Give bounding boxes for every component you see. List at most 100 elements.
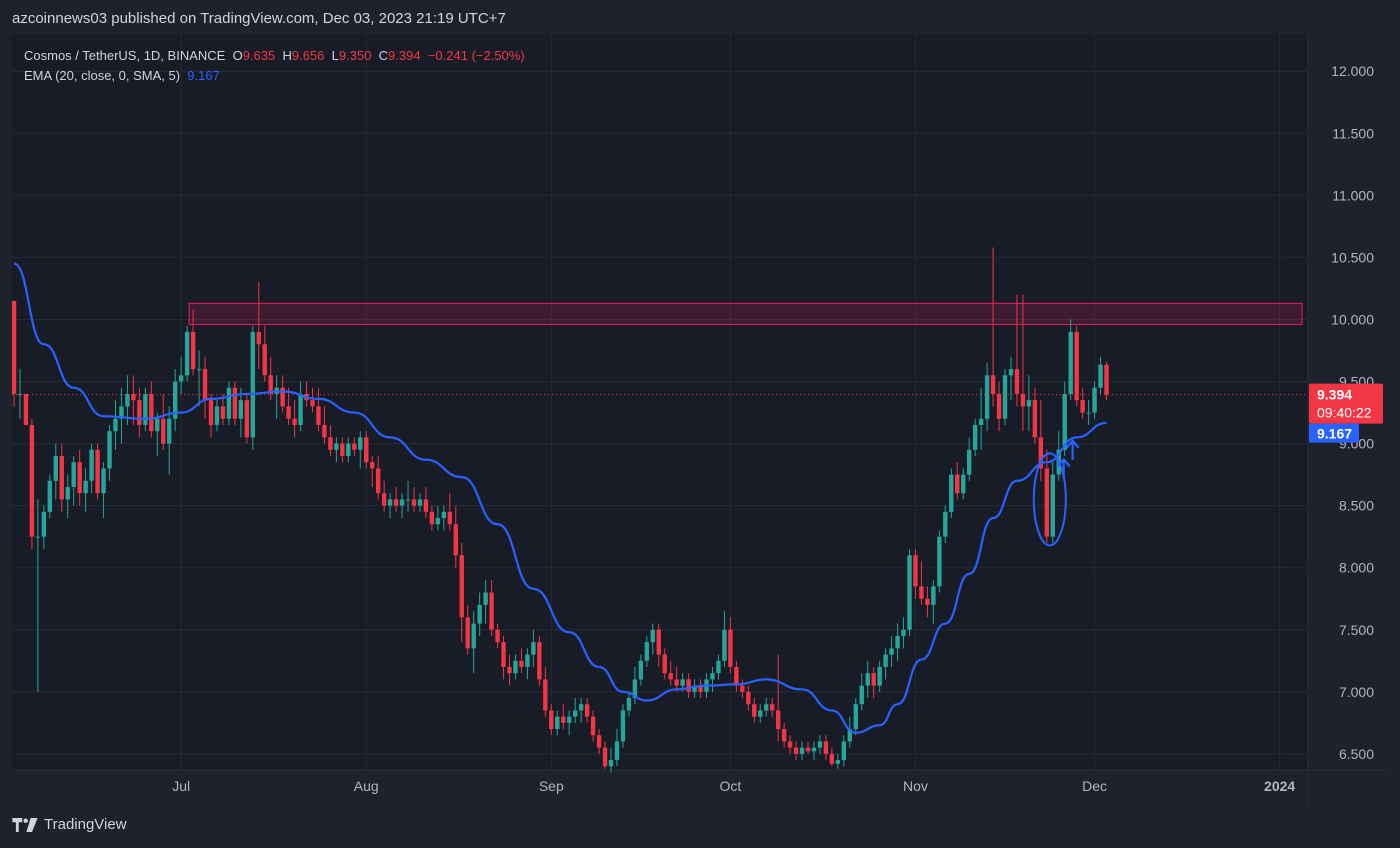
candle (602, 741, 608, 769)
time-tick-label: Aug (354, 778, 379, 794)
candle (23, 393, 29, 425)
candle-body (907, 555, 912, 630)
candle (567, 710, 572, 736)
candle-body (859, 685, 864, 705)
candle (883, 648, 888, 680)
candle (537, 635, 542, 686)
candle (955, 462, 960, 500)
candle-body (220, 406, 226, 419)
candle-body (125, 393, 130, 407)
candle (901, 617, 906, 649)
candle (41, 505, 47, 550)
candle (292, 400, 297, 438)
candle-body (107, 431, 112, 469)
candle-body (364, 437, 369, 463)
candle-body (519, 660, 524, 667)
candles (12, 247, 1308, 773)
candle (77, 449, 82, 506)
candle (262, 325, 267, 382)
legend-c-label: C (378, 48, 389, 63)
price-tick-label: 11.000 (1332, 187, 1374, 203)
candle-body (722, 629, 727, 661)
candle (961, 468, 966, 500)
candle (925, 586, 930, 618)
candle (513, 654, 518, 680)
footer-brand[interactable]: TradingView (12, 816, 127, 833)
candle-body (537, 642, 542, 680)
candle-body (590, 716, 596, 736)
candle-body (453, 524, 458, 556)
candle (793, 741, 799, 761)
price-badges: 9.394 09:40:22 9.167 (1309, 383, 1383, 443)
candle (465, 604, 470, 655)
price-tick-label: 6.500 (1339, 746, 1374, 762)
candle-body (226, 387, 232, 419)
candle (752, 698, 757, 723)
candle-body (477, 604, 482, 624)
price-tick-label: 7.000 (1339, 684, 1374, 700)
candle-body (53, 455, 58, 481)
candle (543, 666, 548, 717)
arrow-head (1065, 439, 1080, 449)
candle-body (835, 760, 841, 764)
time-tick-label: Nov (903, 778, 928, 794)
price-tick-label: 12.000 (1331, 63, 1374, 79)
candle (710, 666, 715, 692)
candle (244, 393, 250, 444)
price-tick-label: 8.500 (1339, 498, 1374, 514)
footer-brand-label: TradingView (44, 816, 127, 833)
candle-body (65, 487, 70, 500)
candle (352, 437, 357, 456)
time-tick-label: 2024 (1264, 778, 1295, 794)
candle (584, 698, 590, 723)
candle-body (823, 741, 829, 754)
candle-body (746, 691, 751, 705)
ema-badge (1309, 423, 1359, 443)
chart-area[interactable]: 12.000 11.500 11.000 10.500 10.000 9.500 9.000… (12, 34, 1388, 804)
candle-body (781, 729, 787, 742)
candle (674, 666, 679, 692)
candle-body (1044, 468, 1050, 537)
candle (823, 735, 829, 761)
candle (364, 431, 369, 469)
candle-body (190, 331, 196, 370)
candle (799, 741, 805, 761)
candle (202, 356, 208, 419)
price-tick-label: 7.500 (1339, 622, 1374, 638)
candle (626, 691, 632, 717)
candle (698, 679, 703, 699)
candle (734, 660, 739, 692)
candle (214, 400, 220, 432)
candle-body (955, 474, 960, 494)
candle (722, 611, 727, 667)
candle-body (232, 387, 238, 419)
candle (471, 611, 476, 674)
candle-body (513, 660, 518, 674)
candle-body (805, 747, 811, 752)
candle (387, 493, 393, 519)
candle (447, 493, 453, 531)
price-tick-label: 11.500 (1332, 125, 1374, 141)
candle-body (1020, 393, 1026, 407)
candle-body (990, 375, 996, 394)
legend-open: 9.635 (242, 48, 276, 63)
candle (578, 698, 584, 723)
candle (555, 710, 560, 736)
candle (71, 455, 76, 506)
candle (35, 499, 41, 692)
candle (149, 381, 154, 438)
candle (250, 325, 255, 450)
candle (781, 722, 787, 748)
candlestick-chart[interactable]: 12.00011.50011.00010.50010.0009.5009.000… (12, 34, 1388, 804)
candle-body (686, 679, 691, 692)
candle (238, 387, 244, 438)
candle-body (483, 592, 488, 605)
candle-body (752, 704, 757, 717)
candle (47, 474, 53, 519)
candle (769, 698, 775, 717)
price-tick-label: 8.000 (1339, 560, 1374, 576)
candle (220, 393, 226, 425)
candle-body (853, 704, 858, 730)
time-tick-label: Dec (1082, 778, 1107, 794)
candle (405, 480, 411, 512)
